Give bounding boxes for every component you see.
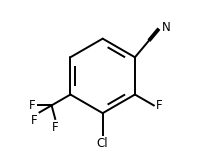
Text: F: F: [29, 99, 35, 112]
Text: F: F: [156, 99, 163, 112]
Text: F: F: [52, 121, 58, 134]
Text: Cl: Cl: [97, 137, 108, 150]
Text: F: F: [31, 114, 38, 127]
Text: N: N: [162, 21, 171, 34]
